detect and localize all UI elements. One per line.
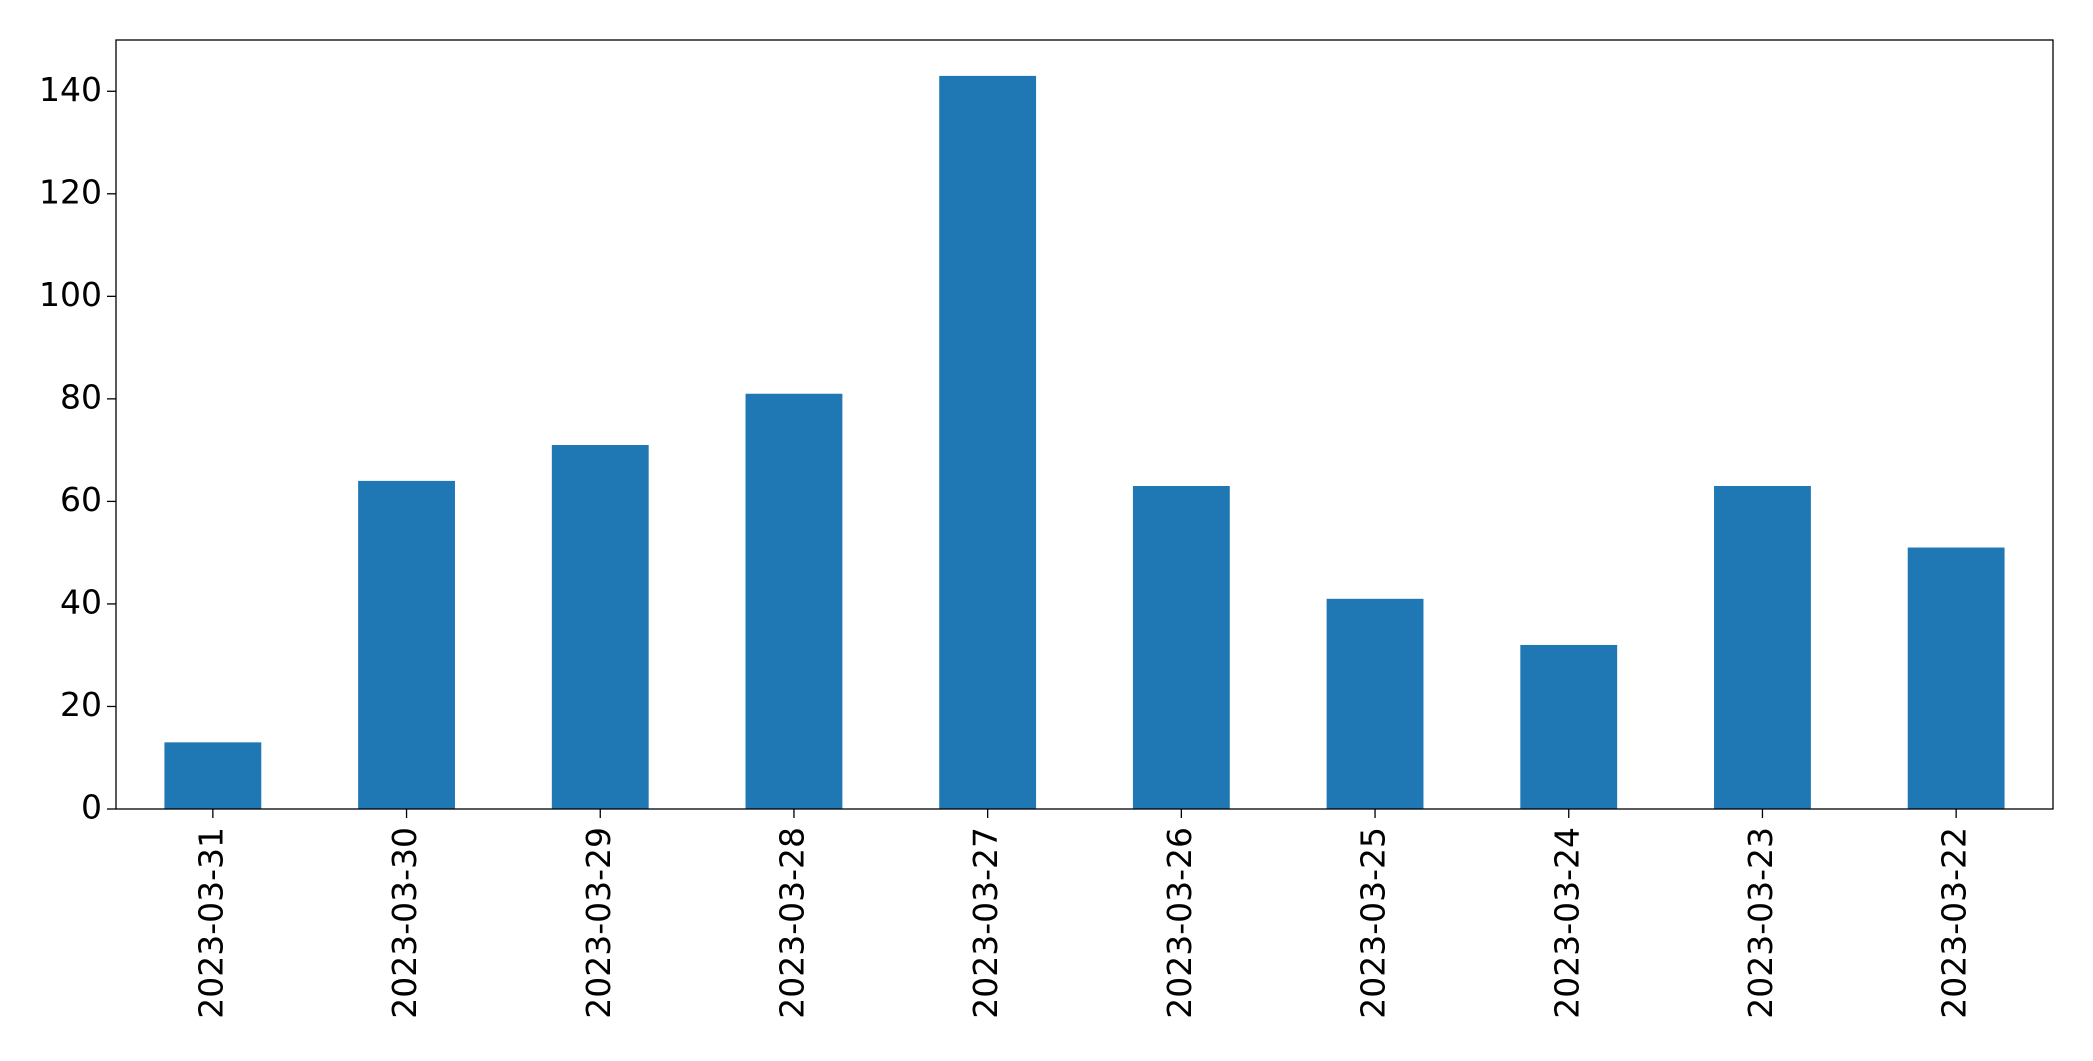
x-tick-label: 2023-03-26 (1160, 827, 1199, 1019)
bar (1907, 547, 2005, 809)
x-tick-label: 2023-03-28 (772, 827, 811, 1019)
bar (358, 480, 455, 809)
y-tick-label: 80 (60, 377, 102, 416)
bar (1132, 486, 1230, 809)
plot-frame (115, 39, 2054, 810)
x-tick-label: 2023-03-24 (1547, 827, 1586, 1019)
x-tick-label: 2023-03-25 (1354, 827, 1393, 1019)
bar (745, 393, 843, 809)
x-tick-label: 2023-03-30 (385, 827, 424, 1019)
y-tick-label: 60 (60, 480, 102, 519)
bar (551, 445, 649, 809)
x-tick-label: 2023-03-23 (1741, 827, 1780, 1019)
bar (164, 742, 262, 809)
y-tick-label: 40 (60, 582, 102, 621)
y-tick-label: 120 (39, 172, 102, 211)
y-tick-label: 0 (81, 788, 102, 827)
bar (1714, 486, 1811, 809)
bar (1326, 598, 1424, 809)
y-tick-label: 140 (39, 70, 102, 109)
x-tick-label: 2023-03-27 (966, 827, 1005, 1019)
y-tick-label: 20 (60, 685, 102, 724)
y-tick-label: 100 (39, 275, 102, 314)
x-tick-label: 2023-03-22 (1935, 827, 1974, 1019)
x-tick-label: 2023-03-29 (579, 827, 618, 1019)
bar (939, 75, 1037, 810)
bar (1520, 644, 1618, 809)
x-tick-label: 2023-03-31 (191, 827, 230, 1019)
